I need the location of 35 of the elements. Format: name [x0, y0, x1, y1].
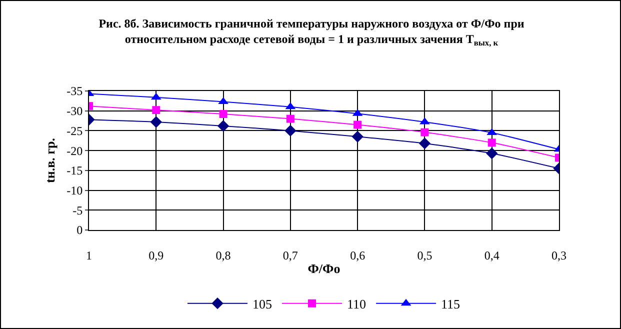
point	[354, 120, 362, 129]
legend-label: 110	[347, 296, 366, 312]
x-tick-label: 1	[86, 248, 92, 262]
y-tick-label: -10	[66, 183, 83, 198]
point	[152, 106, 160, 114]
point	[486, 148, 498, 160]
point	[352, 130, 364, 143]
x-tick-label: 0,7	[282, 248, 298, 262]
point	[420, 117, 430, 124]
x-tick-label: 0,4	[484, 248, 500, 262]
y-tick-label: -5	[72, 203, 83, 218]
x-tick-label: 0,5	[417, 248, 432, 262]
y-tick-label: -15	[66, 164, 83, 178]
point	[286, 114, 294, 123]
point	[217, 120, 230, 132]
point	[418, 138, 431, 150]
legend-label: 105	[252, 296, 272, 312]
point	[284, 124, 296, 137]
y-axis-title: tн.в. гр.	[42, 138, 58, 183]
x-tick-label: 0,6	[350, 248, 366, 262]
legend-label: 115	[441, 296, 460, 312]
y-tick-label: -35	[66, 84, 83, 98]
x-axis-title: Ф/Фо	[308, 261, 340, 276]
point	[420, 128, 429, 136]
y-tick-label: -25	[66, 124, 83, 138]
x-tick-label: 0,3	[552, 248, 566, 262]
point	[219, 110, 228, 118]
point	[488, 138, 496, 147]
y-tick-label: -30	[66, 104, 83, 118]
point	[150, 116, 162, 128]
x-tick-label: 0,8	[216, 248, 231, 262]
x-tick-label: 0,9	[148, 248, 164, 262]
y-tick-label: 0	[76, 223, 83, 238]
chart-title: Рис. 8б. Зависимость граничной температуры наружного воздуха от Ф/Фо при относительном расходе сетевой воды = 1 и различных зачения Т$_{вых, к}$	[98, 16, 524, 48]
y-tick-label: -20	[66, 144, 83, 158]
